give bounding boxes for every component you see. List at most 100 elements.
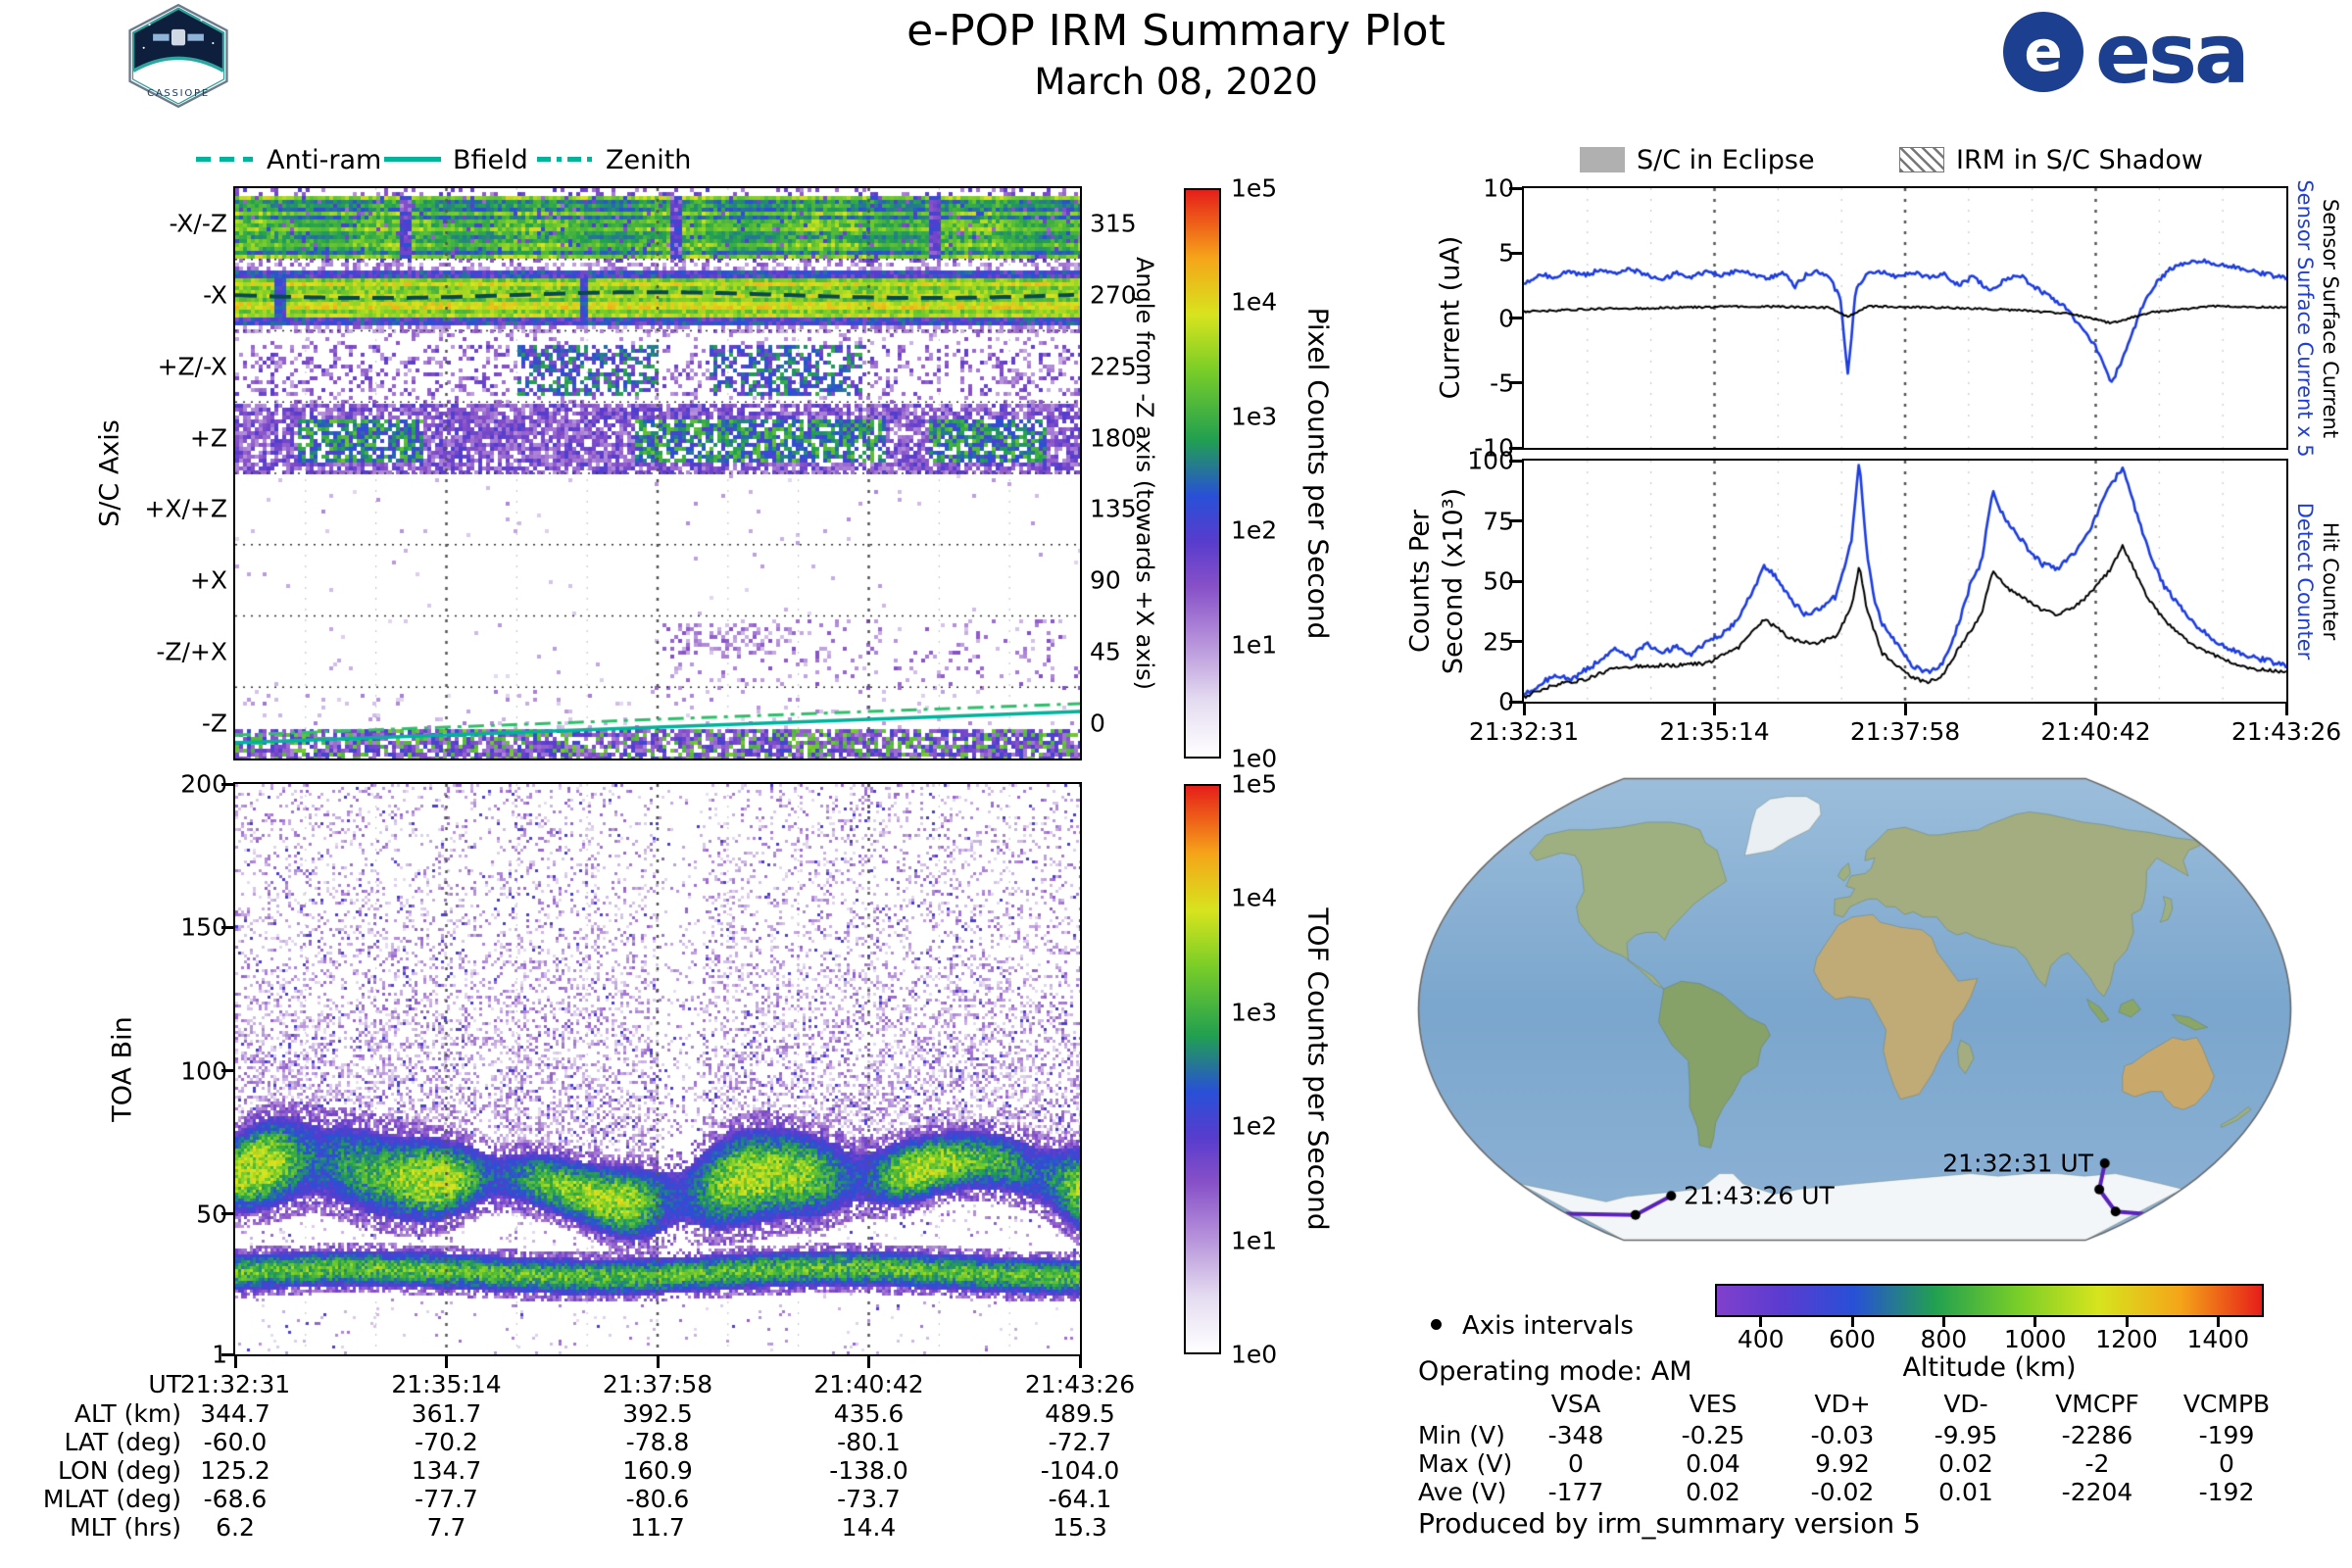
voltage-value: 0.01 xyxy=(1938,1478,1993,1506)
counts-xtick-mark xyxy=(1713,704,1716,715)
ephemeris-value: 21:43:26 xyxy=(1024,1370,1136,1398)
axis-interval-dot-icon xyxy=(1431,1319,1442,1330)
sensor-current-chart-canvas xyxy=(1524,188,2286,448)
voltage-value: 0.02 xyxy=(1938,1449,1993,1478)
current-tick-label: -5 xyxy=(1490,368,1514,398)
counts-tick-mark xyxy=(1509,700,1522,704)
bfield-line-swatch xyxy=(384,157,441,162)
ephemeris-value: -77.7 xyxy=(415,1485,478,1513)
ephemeris-value: -60.0 xyxy=(203,1428,268,1456)
ephemeris-value: 361.7 xyxy=(411,1399,482,1428)
legend-zenith-label: Zenith xyxy=(606,145,692,175)
pixel-colorbar-tick-label: 1e1 xyxy=(1231,630,1278,660)
pixel-colorbar-tick-label: 1e0 xyxy=(1231,744,1278,773)
ephemeris-value: -68.6 xyxy=(203,1485,268,1513)
ephemeris-value: -80.6 xyxy=(625,1485,690,1513)
counts-tick-label: 0 xyxy=(1498,687,1514,716)
voltage-column-header: VSA xyxy=(1550,1390,1601,1418)
toa-tick-label: 50 xyxy=(196,1200,227,1229)
satellite-panel-icon xyxy=(153,33,170,41)
ephemeris-value: -73.7 xyxy=(837,1485,901,1513)
tof-colorbar-tick-label: 1e4 xyxy=(1231,883,1278,912)
pixel-counts-colorbar xyxy=(1184,188,1221,759)
pixel-colorbar-tick-label: 1e2 xyxy=(1231,515,1278,545)
ephemeris-value: -80.1 xyxy=(837,1428,901,1456)
ephemeris-row-label: MLT (hrs) xyxy=(70,1513,181,1542)
tof-counts-colorbar xyxy=(1184,784,1221,1354)
tof-colorbar-tick-label: 1e1 xyxy=(1231,1226,1278,1255)
counts-xtick-mark xyxy=(1903,704,1907,715)
voltage-value: -348 xyxy=(1547,1421,1604,1449)
ephemeris-value: 21:32:31 xyxy=(179,1370,291,1398)
pixel-colorbar-tick-label: 1e4 xyxy=(1231,287,1278,317)
angle-tick-label: 225 xyxy=(1090,352,1137,381)
altitude-tick-label: 800 xyxy=(1920,1325,1968,1353)
angle-axis-label: Angle from -Z axis (towards +X axis) xyxy=(1131,256,1158,691)
angle-tick-label: 270 xyxy=(1090,280,1137,310)
voltage-value: 0.04 xyxy=(1686,1449,1740,1478)
current-tick-mark xyxy=(1509,381,1522,385)
altitude-tick-mark xyxy=(2125,1317,2129,1327)
current-tick-mark xyxy=(1509,446,1522,450)
pixel-colorbar-tick-label: 1e5 xyxy=(1231,173,1278,203)
esa-symbol: e xyxy=(2024,18,2063,84)
counts-tick-label: 25 xyxy=(1483,627,1514,656)
altitude-tick-mark xyxy=(1850,1317,1854,1327)
angle-tick-label: 90 xyxy=(1090,565,1121,595)
altitude-tick-mark xyxy=(2034,1317,2037,1327)
counts-xtick-mark xyxy=(2094,704,2097,715)
sc-axis-row-label: -X xyxy=(203,280,227,310)
ephemeris-value: 21:35:14 xyxy=(391,1370,502,1398)
voltage-row-label: Min (V) xyxy=(1418,1421,1505,1449)
voltage-value: -199 xyxy=(2198,1421,2255,1449)
antiram-line-swatch xyxy=(196,157,253,162)
counts-tick-mark xyxy=(1509,459,1522,463)
track-end-label: 21:43:26 UT xyxy=(1684,1181,1835,1210)
toa-tick-label: 150 xyxy=(180,912,227,942)
satellite-body-icon xyxy=(171,28,186,46)
ephemeris-row-label: ALT (km) xyxy=(74,1399,181,1428)
angle-tick-label: 0 xyxy=(1090,709,1105,738)
toa-tick-mark xyxy=(221,925,235,929)
counts-xtick-mark xyxy=(1522,704,1526,715)
track-start-label: 21:32:31 UT xyxy=(1942,1149,2093,1178)
altitude-colorbar xyxy=(1715,1284,2264,1317)
altitude-tick-label: 1000 xyxy=(2003,1325,2067,1353)
current-tick-label: 5 xyxy=(1498,238,1514,268)
zenith-line-swatch xyxy=(537,157,594,162)
voltage-value: -0.03 xyxy=(1810,1421,1875,1449)
operating-mode-label: Operating mode: AM xyxy=(1418,1356,1692,1387)
ephemeris-value: 21:37:58 xyxy=(602,1370,713,1398)
toa-xtick-mark xyxy=(445,1356,448,1368)
satellite-panel-icon xyxy=(187,33,204,41)
ephemeris-row-label: MLAT (deg) xyxy=(42,1485,181,1513)
ephemeris-value: 344.7 xyxy=(200,1399,270,1428)
altitude-tick-mark xyxy=(1941,1317,1945,1327)
current-tick-mark xyxy=(1509,251,1522,255)
angle-tick-label: 45 xyxy=(1090,637,1121,666)
voltage-value: -9.95 xyxy=(1934,1421,1998,1449)
voltage-value: -192 xyxy=(2198,1478,2255,1506)
voltage-row-label: Ave (V) xyxy=(1418,1478,1507,1506)
counts-xtick-label: 21:35:14 xyxy=(1659,717,1770,746)
counts-xtick-label: 21:43:26 xyxy=(2230,717,2342,746)
hit-counter-label: Hit Counter xyxy=(2319,521,2342,641)
ephemeris-value: 15.3 xyxy=(1053,1513,1107,1542)
eclipse-label: S/C in Eclipse xyxy=(1637,145,1815,175)
sensor-surface-current-x5-label: Sensor Surface Current x 5 xyxy=(2293,179,2317,458)
world-map-canvas xyxy=(1411,769,2298,1250)
earth-limb-arc-icon xyxy=(132,56,224,73)
ephemeris-value: 134.7 xyxy=(411,1456,482,1485)
detect-counter-label: Detect Counter xyxy=(2293,502,2317,661)
shadow-label: IRM in S/C Shadow xyxy=(1956,145,2204,175)
earth-limb-icon xyxy=(133,58,223,104)
counts-tick-label: 75 xyxy=(1483,507,1514,535)
counts-tick-mark xyxy=(1509,579,1522,583)
sc-axis-row-label: +Z/-X xyxy=(157,352,227,381)
ephemeris-value: -70.2 xyxy=(415,1428,478,1456)
toa-tick-mark xyxy=(221,1212,235,1216)
shadow-swatch xyxy=(1899,147,1944,172)
voltage-row-label: Max (V) xyxy=(1418,1449,1513,1478)
pixel-counts-colorbar-label: Pixel Counts per Second xyxy=(1301,307,1335,640)
